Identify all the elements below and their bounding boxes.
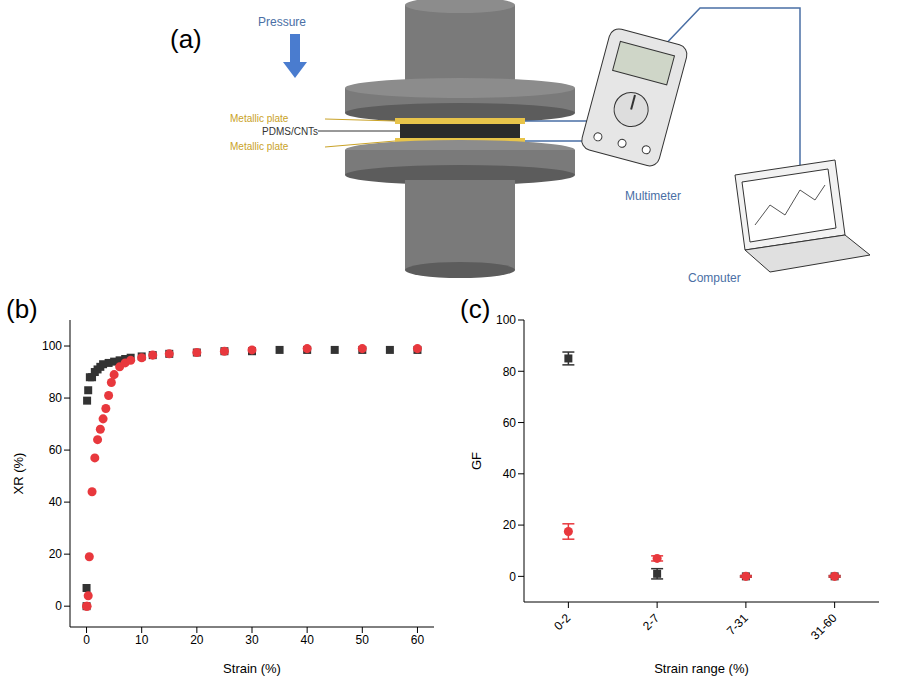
- svg-text:2-7: 2-7: [640, 611, 662, 633]
- svg-text:60: 60: [49, 443, 63, 457]
- html-text:(b): (b): [6, 294, 38, 324]
- svg-text:0-2: 0-2: [551, 611, 573, 633]
- svg-text:20: 20: [190, 633, 204, 647]
- svg-text:0: 0: [83, 633, 90, 647]
- svg-text:40: 40: [503, 467, 517, 481]
- svg-text:80: 80: [49, 391, 63, 405]
- svg-text:(a): (a): [170, 24, 202, 54]
- html-text:(c): (c): [460, 294, 491, 324]
- svg-text:Computer: Computer: [688, 271, 741, 285]
- svg-text:100: 100: [496, 313, 516, 327]
- svg-text:Strain (%): Strain (%): [223, 661, 281, 676]
- svg-text:60: 60: [503, 416, 517, 430]
- svg-text:30: 30: [245, 633, 259, 647]
- svg-text:10: 10: [135, 633, 149, 647]
- svg-text:40: 40: [300, 633, 314, 647]
- svg-text:PDMS/CNTs: PDMS/CNTs: [262, 126, 318, 137]
- svg-text:GF: GF: [469, 452, 484, 470]
- svg-text:Strain range (%): Strain range (%): [654, 661, 749, 676]
- svg-text:XR (%): XR (%): [11, 453, 26, 495]
- svg-text:40: 40: [49, 495, 63, 509]
- svg-text:80: 80: [503, 365, 517, 379]
- svg-text:20: 20: [503, 518, 517, 532]
- svg-text:Metallic plate: Metallic plate: [230, 141, 289, 152]
- svg-text:Pressure: Pressure: [258, 15, 306, 29]
- svg-text:31-60: 31-60: [808, 611, 840, 643]
- svg-text:7-31: 7-31: [724, 611, 751, 638]
- svg-text:0: 0: [509, 570, 516, 584]
- svg-text:50: 50: [356, 633, 370, 647]
- svg-text:20: 20: [49, 547, 63, 561]
- svg-text:Multimeter: Multimeter: [625, 189, 681, 203]
- svg-text:100: 100: [42, 339, 62, 353]
- svg-text:0: 0: [55, 599, 62, 613]
- svg-text:60: 60: [411, 633, 425, 647]
- svg-text:Metallic plate: Metallic plate: [230, 113, 289, 124]
